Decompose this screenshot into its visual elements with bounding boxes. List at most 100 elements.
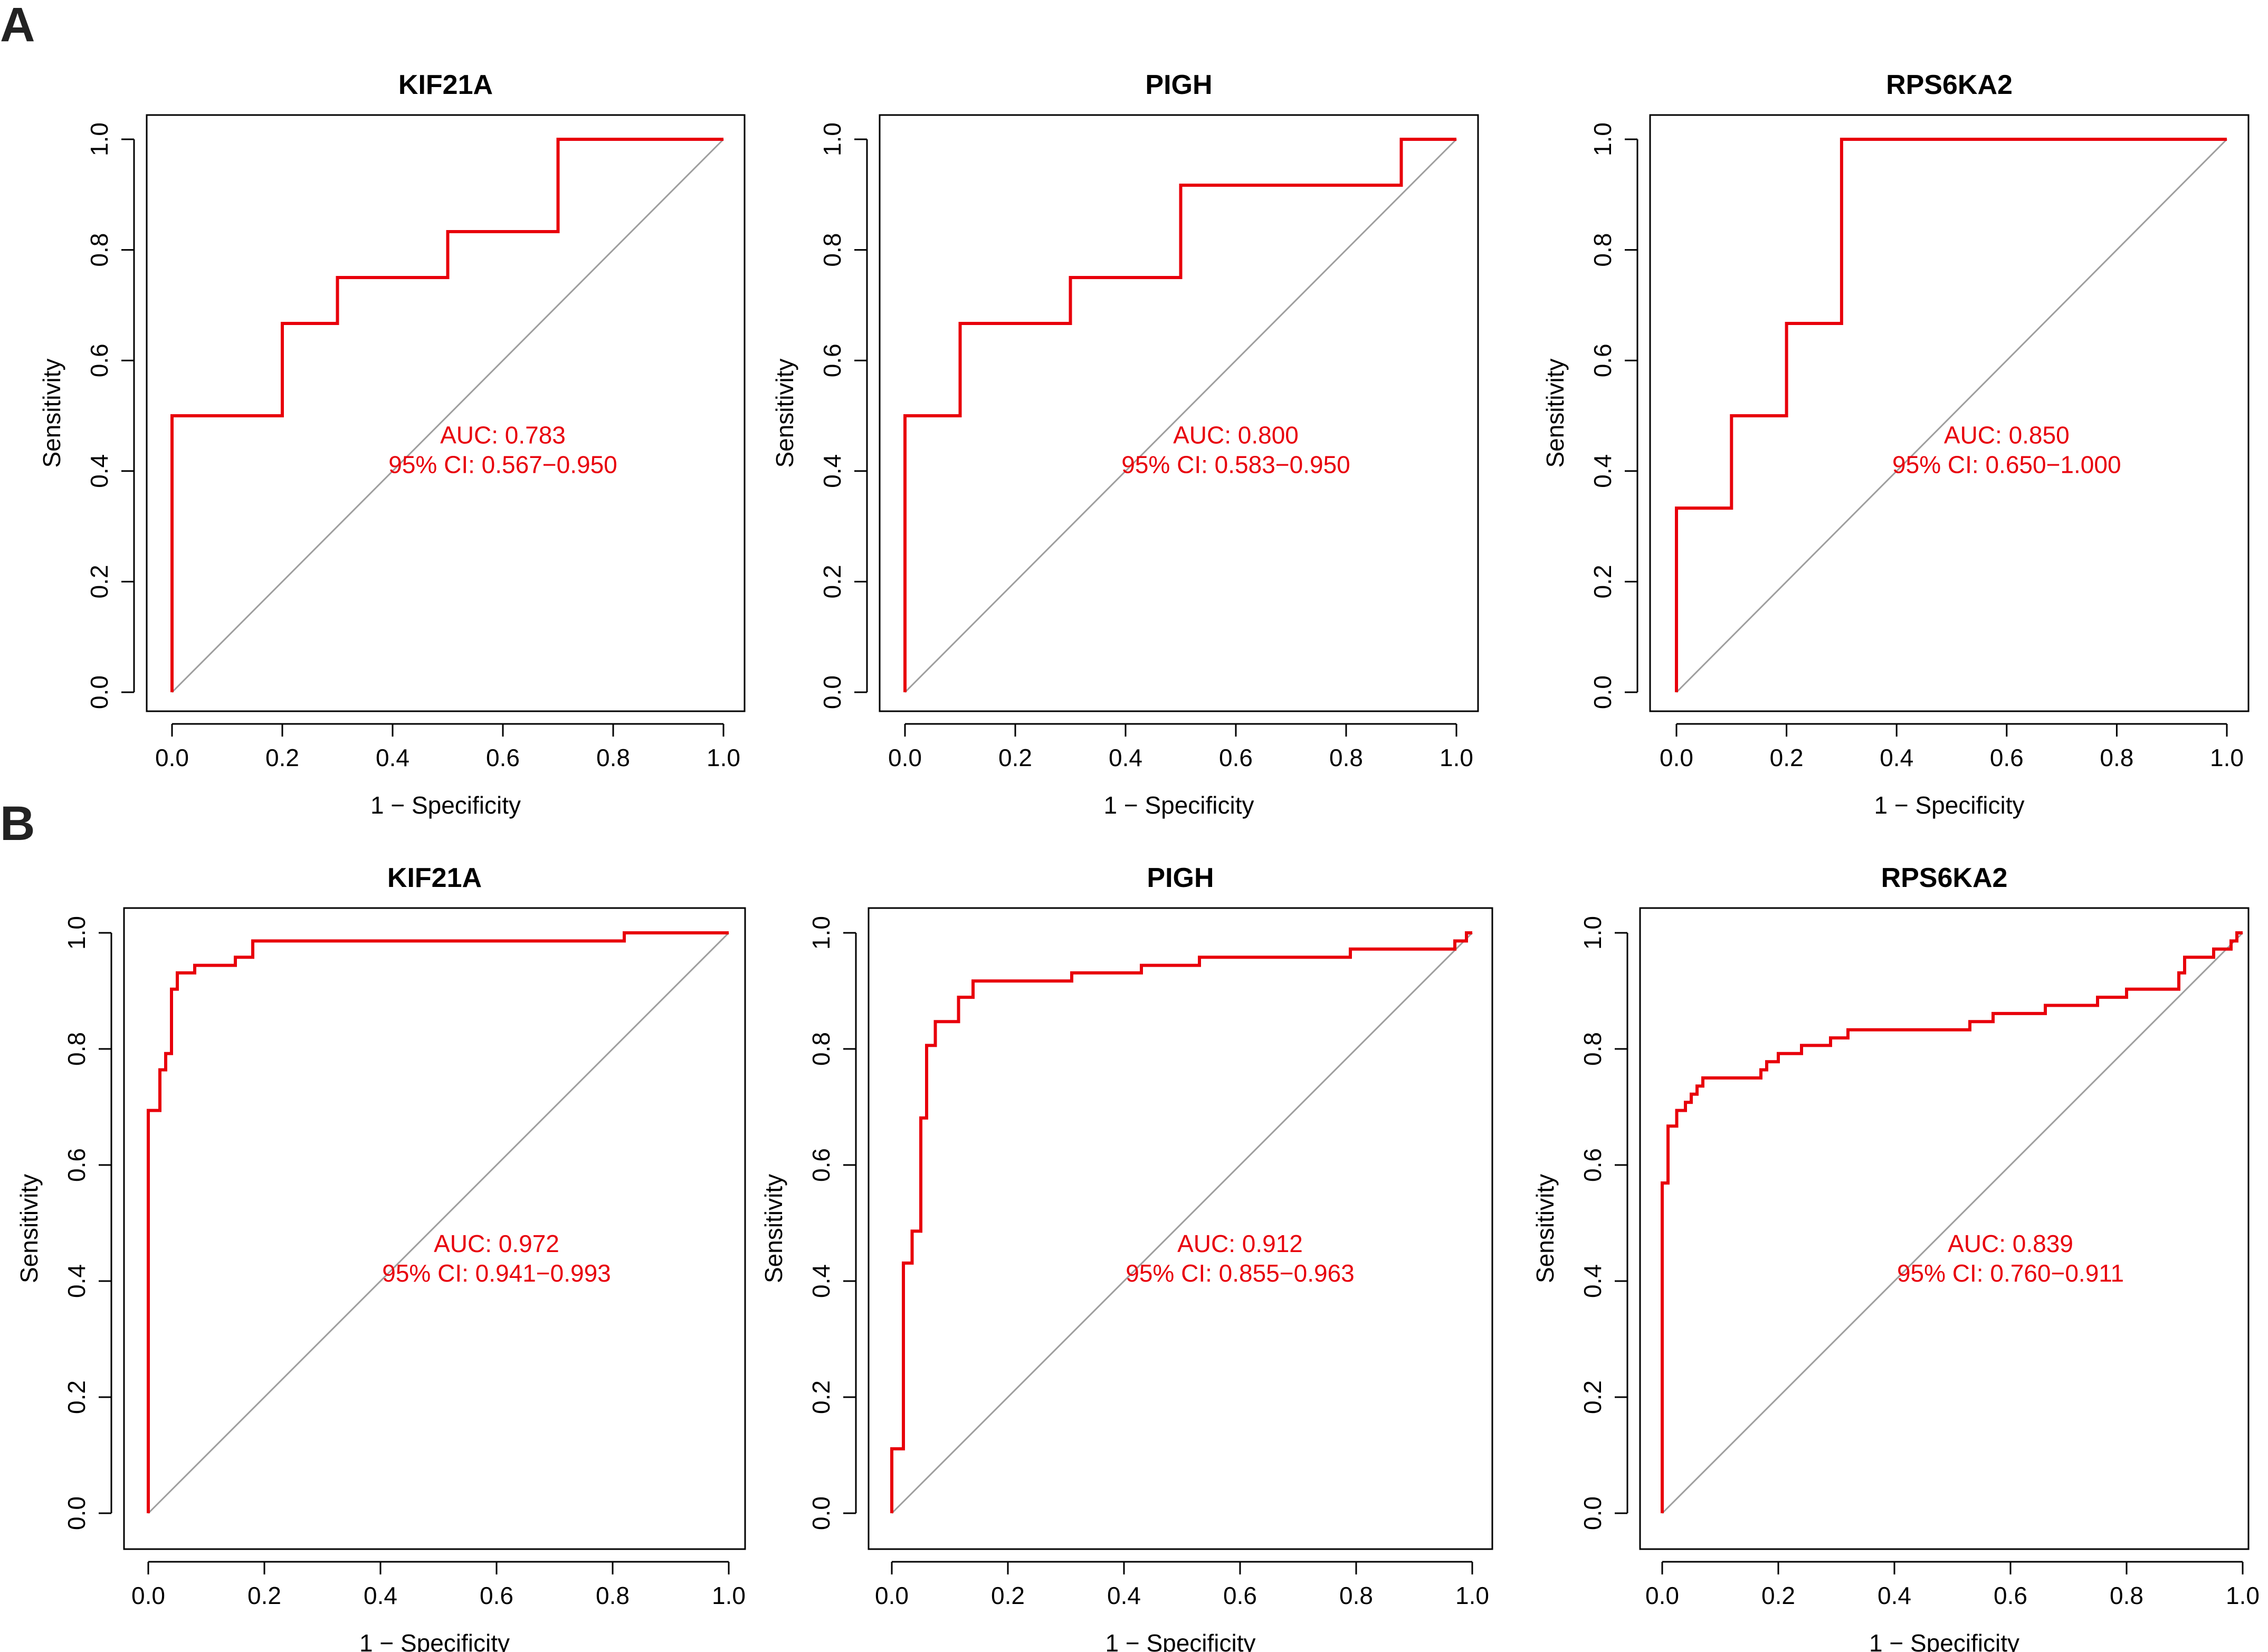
y-tick-label: 1.0 [1579, 916, 1606, 950]
auc-label: AUC: 0.850 [1944, 421, 2070, 448]
roc-curve [147, 931, 729, 1513]
ci-label: 95% CI: 0.650−1.000 [1892, 451, 2121, 478]
ci-label: 95% CI: 0.583−0.950 [1121, 451, 1350, 478]
y-tick-label: 0.2 [63, 1380, 90, 1414]
x-tick-label: 0.4 [1109, 744, 1142, 771]
y-axis-label: Sensitivity [38, 358, 65, 467]
reference-diagonal [891, 932, 1473, 1514]
x-tick-label: 1.0 [2210, 744, 2244, 771]
chart-title: RPS6KA2 [1886, 70, 2013, 100]
x-tick-label: 0.2 [1770, 744, 1804, 771]
x-tick-label: 0.6 [1994, 1582, 2027, 1609]
x-tick-label: 0.6 [1223, 1582, 1257, 1609]
x-tick-label: 1.0 [2226, 1582, 2260, 1609]
y-tick-label: 0.0 [818, 675, 846, 709]
chart-title: PIGH [1145, 70, 1212, 100]
roc-curve [903, 138, 1456, 692]
y-tick-label: 0.4 [1579, 1264, 1606, 1298]
y-tick-label: 0.8 [818, 233, 846, 267]
plot-frame [123, 907, 746, 1550]
chart-title: RPS6KA2 [1881, 863, 2008, 893]
y-tick-label: 0.0 [807, 1496, 835, 1530]
x-tick-label: 0.4 [1878, 1582, 1911, 1609]
x-tick-label: 1.0 [712, 1582, 746, 1609]
auc-label: AUC: 0.783 [440, 421, 566, 448]
y-tick-label: 1.0 [63, 916, 90, 950]
y-tick-label: 0.6 [807, 1148, 835, 1182]
roc-chart-5: PIGH 0.0 0.2 0.4 0.6 0.8 1.0 1 − Specificity 0.0… [760, 863, 1493, 1652]
plot-frame [1639, 907, 2250, 1550]
x-tick-label: 0.4 [1107, 1582, 1141, 1609]
x-axis-label: 1 − Specificity [370, 791, 521, 819]
chart-title: PIGH [1147, 863, 1214, 893]
auc-label: AUC: 0.972 [434, 1230, 559, 1257]
x-axis-label: 1 − Specificity [1869, 1629, 2019, 1652]
chart-title: KIF21A [398, 70, 493, 100]
y-tick-label: 0.6 [63, 1148, 90, 1182]
x-tick-label: 0.4 [376, 744, 409, 771]
y-tick-label: 0.2 [1589, 565, 1616, 598]
x-axis-label: 1 − Specificity [1874, 791, 2024, 819]
x-axis-label: 1 − Specificity [359, 1629, 510, 1652]
x-tick-label: 0.8 [2100, 744, 2133, 771]
x-tick-label: 1.0 [707, 744, 740, 771]
plot-frame [146, 114, 746, 712]
x-tick-label: 0.0 [155, 744, 189, 771]
x-tick-label: 0.0 [875, 1582, 909, 1609]
roc-charts: KIF21A 0.0 0.2 0.4 0.6 0.8 1.0 1 − Specificity 0… [15, 70, 2260, 1652]
ci-label: 95% CI: 0.567−0.950 [388, 451, 617, 478]
x-tick-label: 0.2 [247, 1582, 281, 1609]
roc-chart-4: KIF21A 0.0 0.2 0.4 0.6 0.8 1.0 1 − Specificity 0… [15, 863, 746, 1652]
ci-label: 95% CI: 0.941−0.993 [382, 1259, 611, 1287]
y-tick-label: 0.4 [85, 454, 113, 488]
y-tick-label: 0.0 [1579, 1496, 1606, 1530]
y-tick-label: 0.6 [85, 343, 113, 377]
y-axis-label: Sensitivity [771, 358, 798, 467]
x-tick-label: 0.0 [1645, 1582, 1679, 1609]
y-axis-label: Sensitivity [15, 1174, 43, 1283]
panel-label-a: A [0, 0, 35, 52]
y-tick-label: 1.0 [1589, 122, 1616, 156]
auc-label: AUC: 0.839 [1948, 1230, 2073, 1257]
y-tick-label: 0.8 [1589, 233, 1616, 267]
x-tick-label: 0.6 [486, 744, 520, 771]
roc-chart-1: KIF21A 0.0 0.2 0.4 0.6 0.8 1.0 1 − Specificity 0… [38, 70, 746, 819]
x-tick-label: 0.4 [1880, 744, 1913, 771]
x-tick-label: 0.8 [1339, 1582, 1373, 1609]
y-tick-label: 1.0 [807, 916, 835, 950]
reference-diagonal [1675, 138, 2228, 693]
panel-label-b: B [0, 797, 35, 851]
y-tick-label: 0.0 [63, 1496, 90, 1530]
y-tick-label: 0.8 [85, 233, 113, 267]
x-tick-label: 0.8 [1329, 744, 1363, 771]
y-tick-label: 0.6 [1589, 343, 1616, 377]
y-tick-label: 0.8 [807, 1032, 835, 1066]
x-tick-label: 0.2 [1761, 1582, 1795, 1609]
y-axis-label: Sensitivity [760, 1174, 787, 1283]
auc-label: AUC: 0.912 [1177, 1230, 1303, 1257]
x-tick-label: 0.0 [1660, 744, 1693, 771]
y-tick-label: 0.8 [1579, 1032, 1606, 1066]
y-tick-label: 0.4 [63, 1264, 90, 1298]
x-tick-label: 0.8 [596, 1582, 630, 1609]
roc-curve [1675, 138, 2227, 692]
reference-diagonal [171, 138, 725, 693]
y-tick-label: 0.0 [1589, 675, 1616, 709]
y-tick-label: 1.0 [85, 122, 113, 156]
x-tick-label: 0.6 [1219, 744, 1253, 771]
y-tick-label: 0.4 [1589, 454, 1616, 488]
x-tick-label: 0.8 [2110, 1582, 2143, 1609]
roc-chart-3: RPS6KA2 0.0 0.2 0.4 0.6 0.8 1.0 1 − Specificity… [1541, 70, 2250, 819]
reference-diagonal [1661, 932, 2244, 1514]
y-tick-label: 0.6 [818, 343, 846, 377]
x-axis-label: 1 − Specificity [1105, 1629, 1255, 1652]
y-axis-label: Sensitivity [1541, 358, 1569, 467]
y-axis-label: Sensitivity [1531, 1174, 1559, 1283]
y-tick-label: 0.0 [85, 675, 113, 709]
x-tick-label: 0.2 [991, 1582, 1025, 1609]
ci-label: 95% CI: 0.855−0.963 [1126, 1259, 1355, 1287]
y-tick-label: 0.2 [818, 565, 846, 598]
y-tick-label: 0.2 [807, 1380, 835, 1414]
x-tick-label: 0.0 [131, 1582, 165, 1609]
